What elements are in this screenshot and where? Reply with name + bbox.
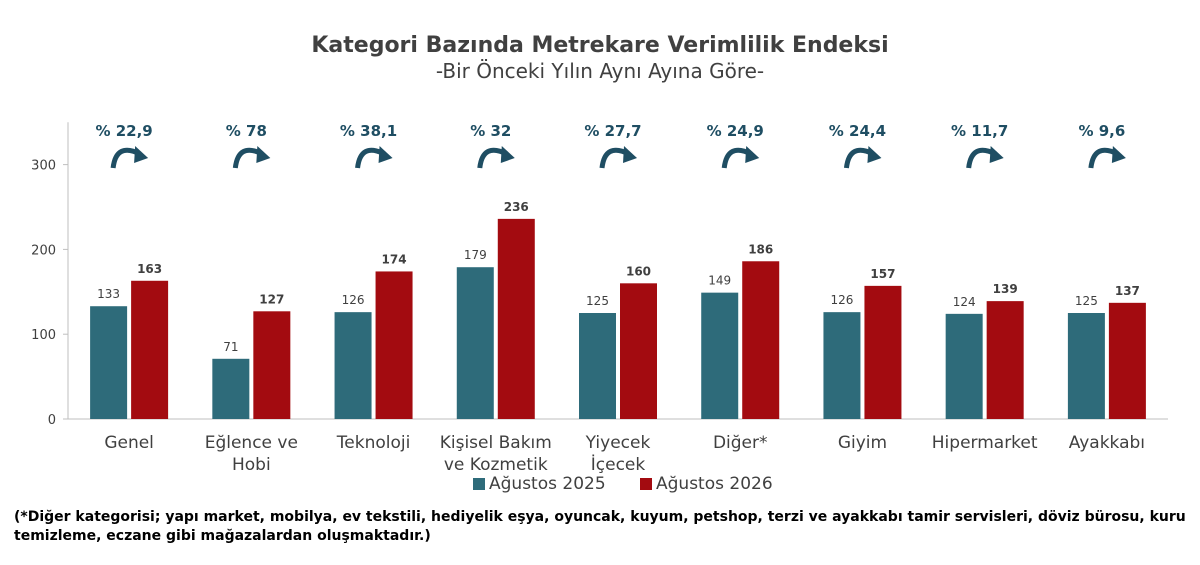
data-label: 126 xyxy=(830,293,853,307)
category-label: ve Kozmetik xyxy=(444,455,548,475)
arrow-head-icon xyxy=(623,146,637,163)
data-label: 133 xyxy=(97,287,120,301)
arrow-head-icon xyxy=(378,146,393,163)
y-axis: 0 100 200 300 xyxy=(31,122,1168,428)
data-label: 125 xyxy=(586,294,609,308)
change-label: % 24,4 xyxy=(829,122,886,140)
change-label: % 9,6 xyxy=(1078,122,1125,140)
legend-label: Ağustos 2026 xyxy=(656,474,773,494)
data-label: 157 xyxy=(870,267,895,281)
bar-series2 xyxy=(742,261,780,419)
y-tick-label: 200 xyxy=(31,243,56,258)
bar-series2 xyxy=(620,283,657,419)
category-label: Diğer* xyxy=(713,433,768,453)
data-labels: 133 163 71 127 126 174 179 236 125 160 149 186 126 15… xyxy=(97,200,1140,354)
category-label: Giyim xyxy=(838,433,887,453)
chart-title: Kategori Bazında Metrekare Verimlilik En… xyxy=(311,33,888,58)
category-label: Teknoloji xyxy=(336,433,411,453)
data-label: 236 xyxy=(504,200,529,214)
change-label: % 27,7 xyxy=(584,122,641,140)
bar-series1 xyxy=(701,292,739,419)
bar-series2 xyxy=(497,218,535,419)
data-label: 186 xyxy=(748,242,773,256)
bar-series1 xyxy=(579,313,616,419)
bars xyxy=(90,218,1146,419)
data-label: 163 xyxy=(137,262,162,276)
bar-series2 xyxy=(253,311,291,419)
bar-series1 xyxy=(945,313,983,419)
bar-series2 xyxy=(1108,302,1146,419)
category-label: Eğlence ve xyxy=(205,433,298,453)
legend-swatch xyxy=(640,478,652,490)
data-label: 71 xyxy=(223,340,238,354)
change-label: % 22,9 xyxy=(95,122,152,140)
data-label: 174 xyxy=(382,252,407,266)
legend: Ağustos 2025 Ağustos 2026 xyxy=(473,474,773,494)
chart: Kategori Bazında Metrekare Verimlilik En… xyxy=(31,33,1168,494)
y-tick-label: 300 xyxy=(31,159,56,174)
change-label: % 11,7 xyxy=(951,122,1008,140)
data-label: 139 xyxy=(993,282,1018,296)
data-label: 179 xyxy=(464,248,487,262)
change-label: % 24,9 xyxy=(707,122,764,140)
chart-subtitle: -Bir Önceki Yılın Aynı Ayına Göre- xyxy=(436,59,764,83)
data-label: 124 xyxy=(953,295,976,309)
bar-series1 xyxy=(823,312,861,419)
bar-series2 xyxy=(375,271,413,419)
data-label: 126 xyxy=(342,293,365,307)
arrow-head-icon xyxy=(256,146,271,163)
category-label: Hobi xyxy=(232,455,271,475)
data-label: 160 xyxy=(626,264,651,278)
data-label: 137 xyxy=(1115,284,1140,298)
legend-label: Ağustos 2025 xyxy=(489,474,606,494)
arrow-head-icon xyxy=(989,146,1004,163)
y-tick-label: 100 xyxy=(31,328,56,343)
category-label: Ayakkabı xyxy=(1069,433,1145,453)
bar-series1 xyxy=(90,306,128,419)
footnote: (*Diğer kategorisi; yapı market, mobilya… xyxy=(14,509,1186,544)
arrow-head-icon xyxy=(867,146,882,163)
arrow-head-icon xyxy=(500,146,515,163)
bar-series1 xyxy=(212,358,250,419)
category-label: Kişisel Bakım xyxy=(440,433,552,453)
arrow-head-icon xyxy=(745,146,760,163)
category-label: Hipermarket xyxy=(932,433,1038,453)
change-label: % 32 xyxy=(470,122,511,140)
category-label: Genel xyxy=(104,433,154,453)
change-label: % 38,1 xyxy=(340,122,397,140)
data-label: 127 xyxy=(259,292,284,306)
y-tick-label: 0 xyxy=(48,413,56,428)
category-label: İçecek xyxy=(591,454,646,475)
change-label: % 78 xyxy=(226,122,267,140)
bar-series2 xyxy=(986,301,1024,419)
arrow-head-icon xyxy=(1111,146,1126,163)
bar-series2 xyxy=(864,285,902,419)
bar-series1 xyxy=(1067,313,1105,419)
legend-swatch xyxy=(473,478,485,490)
data-label: 149 xyxy=(708,274,731,288)
arrow-head-icon xyxy=(134,146,149,163)
bar-series1 xyxy=(334,312,372,419)
category-label: Yiyecek xyxy=(585,433,651,453)
data-label: 125 xyxy=(1075,294,1098,308)
bar-series2 xyxy=(131,280,169,419)
bar-series1 xyxy=(456,267,494,419)
change-indicators: % 22,9 % 78 % 38,1 % 32 % 27,7 % 24,9 % 24,4 % … xyxy=(95,122,1126,169)
